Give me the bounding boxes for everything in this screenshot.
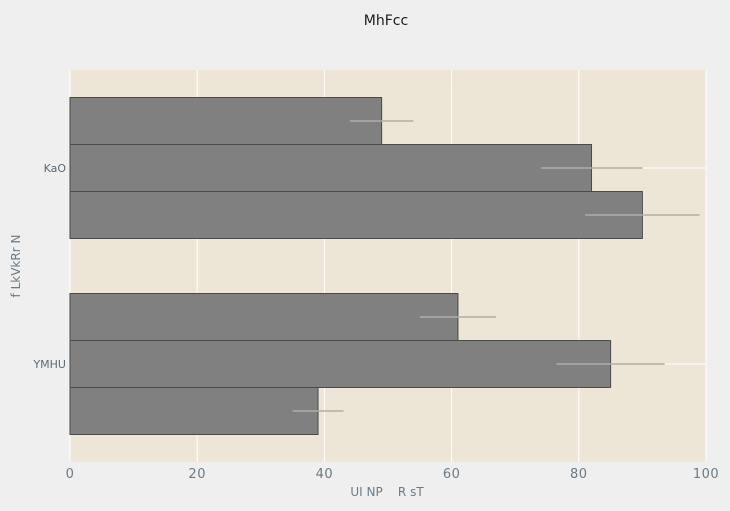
x-tick-label: 0 bbox=[66, 467, 75, 482]
y-category-label: YMHU bbox=[32, 358, 66, 371]
y-axis-label: f LkVkRr N bbox=[9, 235, 23, 298]
bars bbox=[69, 97, 643, 435]
y-category-label: KaO bbox=[44, 162, 67, 175]
x-tick-label: 80 bbox=[570, 467, 588, 482]
bar bbox=[69, 144, 593, 192]
x-tick-label: 100 bbox=[693, 467, 719, 482]
error-bars bbox=[292, 120, 700, 412]
y-category-labels: KaO YMHU bbox=[32, 162, 66, 371]
bar bbox=[69, 340, 612, 388]
x-tick-label: 20 bbox=[188, 467, 206, 482]
chart-title: MhFcc bbox=[364, 13, 408, 29]
x-tick-label: 40 bbox=[316, 467, 334, 482]
x-axis-label: UI NP R sT bbox=[350, 485, 424, 499]
x-tick-labels: 0 20 40 60 80 100 bbox=[66, 467, 719, 482]
bar bbox=[69, 387, 319, 435]
bar bbox=[69, 97, 383, 145]
bar bbox=[69, 191, 643, 239]
x-tick-label: 60 bbox=[443, 467, 461, 482]
bar bbox=[69, 293, 459, 341]
